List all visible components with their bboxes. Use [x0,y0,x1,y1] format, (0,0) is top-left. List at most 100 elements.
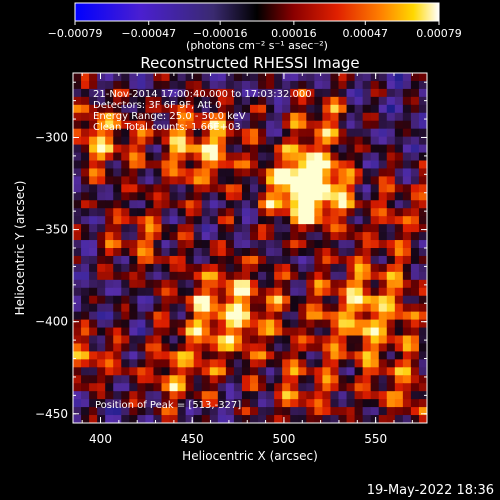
heatmap-cell [322,80,332,90]
heatmap-cell [129,287,138,297]
heatmap-cell [322,184,332,193]
heatmap-cell [266,407,275,416]
heatmap-cell [193,295,203,305]
heatmap-cell [402,375,412,384]
heatmap-cell [410,248,420,257]
heatmap-cell [250,80,259,90]
heatmap-cell [137,224,147,233]
heatmap-cell [282,271,291,281]
heatmap-cell [137,271,147,281]
heatmap-cell [298,255,307,265]
heatmap-cell [145,248,155,257]
heatmap-cell [217,375,227,384]
heatmap-cell [81,136,90,146]
heatmap-cell [290,88,299,98]
heatmap-cell [129,73,138,82]
heatmap-cell [201,343,211,352]
heatmap-cell [153,232,163,241]
heatmap-cell [89,255,98,265]
heatmap-cell [185,287,195,297]
heatmap-cell [201,216,211,225]
heatmap-cell [185,263,195,273]
heatmap-cell [233,240,243,249]
heatmap-cell [209,319,219,329]
heatmap-cell [354,367,364,376]
heatmap-cell [97,351,106,360]
heatmap-cell [346,144,356,154]
heatmap-cell [169,240,179,249]
heatmap-cell [314,104,324,114]
heatmap-cell [137,112,147,122]
heatmap-cell [370,128,380,138]
heatmap-cell [177,88,187,98]
heatmap-cell [266,351,275,360]
heatmap-cell [81,287,90,297]
heatmap-cell [354,375,364,384]
heatmap-cell [266,80,275,90]
heatmap-cell [354,96,364,106]
heatmap-cell [81,375,90,384]
heatmap-cell [306,160,315,170]
heatmap-cell [314,375,324,384]
heatmap-cell [410,367,420,376]
heatmap-cell [418,208,427,217]
heatmap-cell [169,271,179,281]
heatmap-cell [137,73,147,82]
heatmap-cell [330,168,340,177]
heatmap-cell [306,104,315,114]
heatmap-cell [169,168,179,177]
heatmap-cell [362,88,372,98]
heatmap-cell [241,144,251,154]
heatmap-cell [290,160,299,170]
heatmap-cell [338,335,348,345]
heatmap-cell [282,200,291,209]
heatmap-cell [193,128,203,138]
heatmap-cell [282,263,291,273]
heatmap-cell [322,311,332,321]
heatmap-cell [137,168,147,177]
heatmap-cell [298,287,307,297]
heatmap-cell [73,327,82,337]
heatmap-cell [282,255,291,265]
heatmap-cell [410,120,420,130]
heatmap-cell [129,303,138,313]
heatmap-cell [209,208,219,217]
heatmap-cell [258,176,267,185]
heatmap-cell [314,240,324,249]
heatmap-cell [153,359,163,368]
heatmap-cell [145,415,155,423]
heatmap-cell [193,240,203,249]
heatmap-cell [298,263,307,273]
heatmap-cell [241,200,251,209]
heatmap-cell [402,112,412,122]
heatmap-cell [89,327,98,337]
heatmap-cell [338,375,348,384]
heatmap-cell [322,335,332,345]
heatmap-cell [394,144,404,154]
heatmap-cell [402,391,412,400]
heatmap-cell [282,104,291,114]
heatmap-cell [209,240,219,249]
heatmap-cell [290,407,299,416]
heatmap-cell [290,255,299,265]
heatmap-cell [121,407,130,416]
heatmap-cell [185,152,195,162]
heatmap-cell [121,271,130,281]
heatmap-cell [290,200,299,209]
heatmap-cell [330,144,340,154]
heatmap-cell [113,224,122,233]
heatmap-cell [129,184,138,193]
heatmap-cell [217,367,227,376]
heatmap-cell [386,120,396,130]
heatmap-cell [298,104,307,114]
heatmap-cell [193,359,203,368]
heatmap-cell [362,120,372,130]
heatmap-cell [346,359,356,368]
heatmap-cell [153,263,163,273]
heatmap-cell [362,343,372,352]
heatmap-cell [258,327,267,337]
heatmap-cell [282,80,291,90]
heatmap-cell [394,263,404,273]
heatmap-cell [201,80,211,90]
heatmap-cell [402,208,412,217]
